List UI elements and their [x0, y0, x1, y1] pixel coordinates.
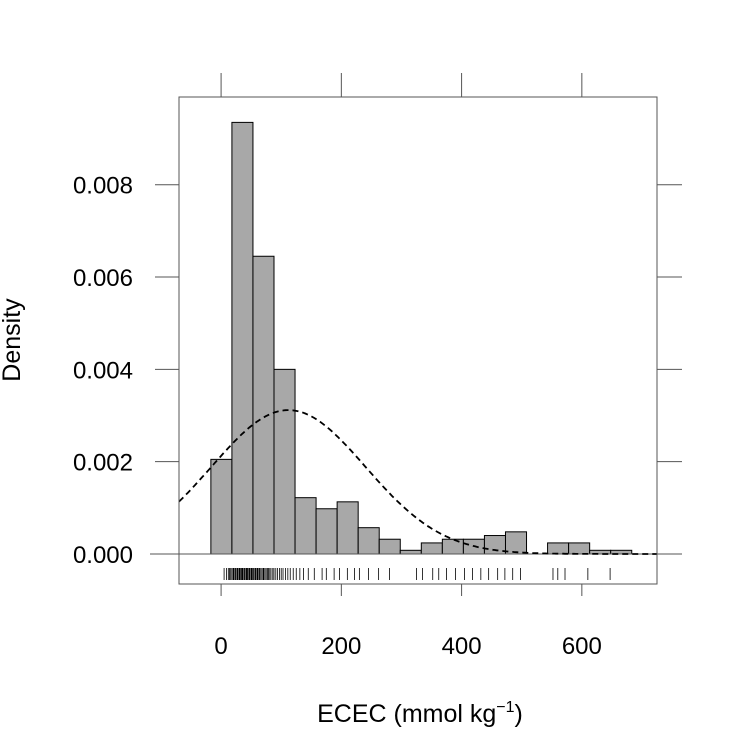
histogram-bar	[420, 542, 443, 555]
histogram-bar	[231, 121, 254, 555]
plot-frame	[178, 96, 658, 585]
histogram-bar	[315, 508, 338, 555]
normal-density-curve	[178, 409, 657, 555]
x-axis-title: ECEC (mmol kg−1)	[317, 699, 523, 728]
x-tick-label: 600	[562, 633, 602, 660]
histogram-bar	[252, 255, 275, 555]
y-tick-labels: 0.000 0.002 0.004 0.006 0.008	[73, 173, 133, 569]
axis-ticks	[155, 73, 682, 596]
x-tick-labels: 0 200 400 600	[214, 633, 601, 660]
histogram-bar	[273, 368, 296, 555]
histogram-bar	[336, 501, 359, 555]
x-tick-label: 200	[321, 633, 361, 660]
histogram-bar	[568, 542, 591, 555]
x-tick-label: 0	[214, 633, 227, 660]
histogram-bar	[483, 535, 506, 555]
histogram-bar	[399, 549, 422, 555]
histogram-bar	[504, 531, 528, 555]
y-tick-label: 0.006	[73, 265, 133, 292]
histogram-bar	[547, 542, 570, 555]
histogram-bar	[378, 538, 401, 555]
y-tick-label: 0.000	[73, 542, 133, 569]
y-tick-label: 0.002	[73, 450, 133, 477]
histogram-bar	[357, 527, 380, 555]
x-tick-label: 400	[442, 633, 482, 660]
y-axis-title: Density	[0, 298, 26, 382]
y-tick-label: 0.008	[73, 173, 133, 200]
rug-marks	[223, 567, 611, 580]
y-tick-label: 0.004	[73, 357, 133, 384]
histogram-bar	[294, 497, 317, 555]
histogram-bar	[441, 538, 464, 555]
histogram-bar	[210, 458, 233, 555]
histogram-bars	[210, 121, 633, 555]
